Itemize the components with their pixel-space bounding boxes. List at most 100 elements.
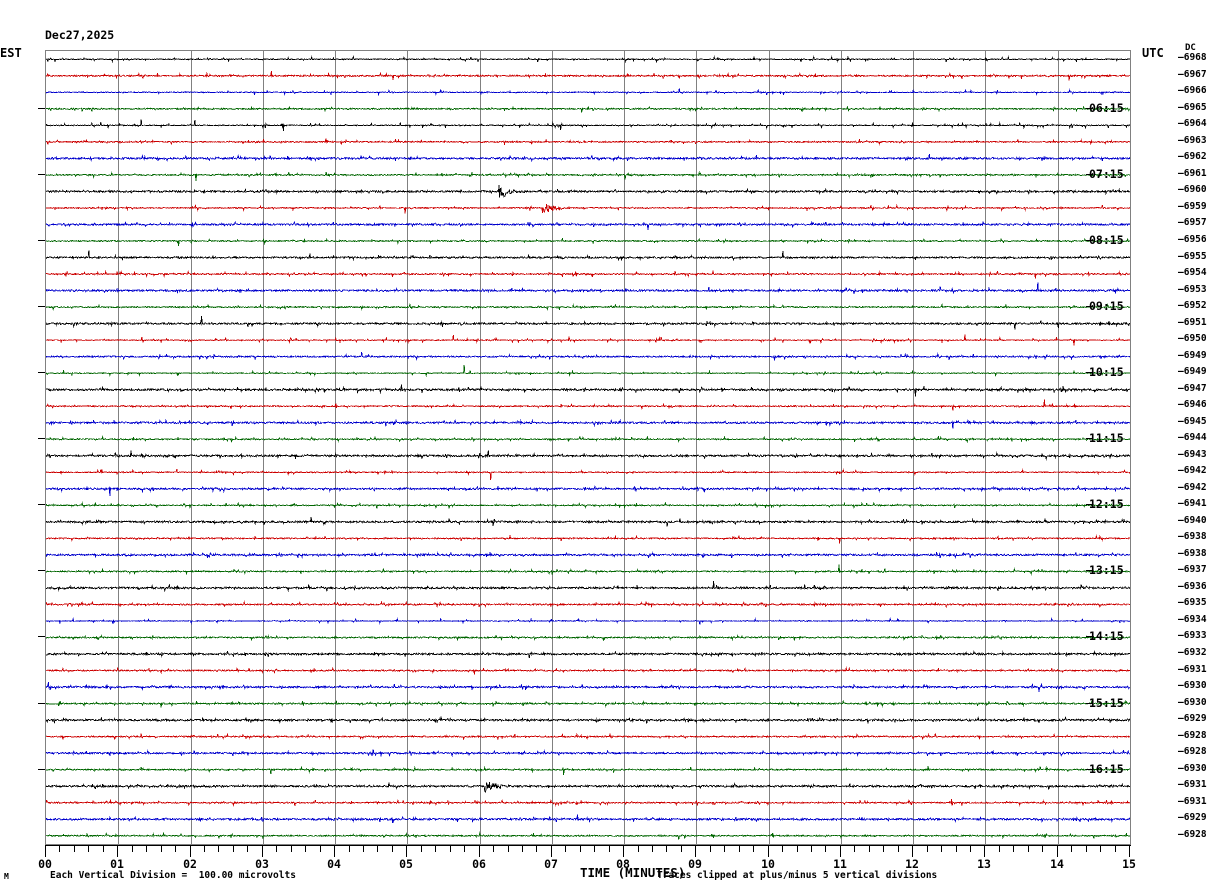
trace-row-38 xyxy=(46,681,1130,692)
x-tick-major-09 xyxy=(695,845,696,857)
dc-value-row-9: –6959 xyxy=(1178,200,1207,212)
trace-row-30 xyxy=(46,551,1130,559)
x-tick-minor-8-4 xyxy=(681,845,682,852)
gridline-minute-5 xyxy=(407,51,408,844)
x-tick-minor-9-3 xyxy=(739,845,740,852)
gridline-minute-10 xyxy=(769,51,770,844)
dc-value-row-12: –6955 xyxy=(1178,250,1207,262)
trace-row-37 xyxy=(46,666,1130,675)
x-tick-minor-10-1 xyxy=(782,845,783,852)
dc-value-row-3: –6965 xyxy=(1178,101,1207,113)
dc-value-row-5: –6963 xyxy=(1178,134,1207,146)
utc-hour-0815: 08:15 xyxy=(1089,232,1124,247)
x-tick-label-01: 01 xyxy=(110,857,124,871)
trace-row-20 xyxy=(46,384,1130,397)
trace-row-9 xyxy=(46,203,1130,214)
x-tick-minor-14-2 xyxy=(1086,845,1087,852)
dc-value-row-47: –6928 xyxy=(1178,828,1207,840)
x-tick-minor-8-2 xyxy=(652,845,653,852)
dc-value-row-11: –6956 xyxy=(1178,233,1207,245)
x-tick-minor-1-3 xyxy=(161,845,162,852)
trace-row-47 xyxy=(46,831,1130,840)
x-tick-major-12 xyxy=(912,845,913,857)
dc-value-row-16: –6951 xyxy=(1178,316,1207,328)
x-tick-minor-7-3 xyxy=(594,845,595,852)
est-tick-mark-4 xyxy=(38,372,45,374)
x-tick-label-12: 12 xyxy=(905,857,919,871)
x-tick-minor-0-2 xyxy=(74,845,75,852)
x-tick-minor-13-3 xyxy=(1028,845,1029,852)
est-tick-mark-1 xyxy=(38,173,45,175)
dc-value-row-0: –6968 xyxy=(1178,52,1207,64)
utc-tick-mark-3 xyxy=(1086,306,1093,308)
dc-value-row-29: –6938 xyxy=(1178,531,1207,543)
trace-row-11 xyxy=(46,237,1130,246)
utc-hour-1415: 14:15 xyxy=(1089,629,1124,644)
dc-value-row-43: –6930 xyxy=(1178,762,1207,774)
x-tick-minor-0-1 xyxy=(59,845,60,852)
x-tick-major-10 xyxy=(768,845,769,857)
dc-value-row-27: –6941 xyxy=(1178,498,1207,510)
dc-value-row-1: –6967 xyxy=(1178,68,1207,80)
x-tick-minor-13-2 xyxy=(1013,845,1014,852)
dc-value-row-15: –6952 xyxy=(1178,300,1207,312)
seismogram-plot[interactable] xyxy=(45,50,1131,845)
utc-hour-0915: 09:15 xyxy=(1089,299,1124,314)
x-tick-major-06 xyxy=(479,845,480,857)
x-tick-minor-9-2 xyxy=(724,845,725,852)
x-tick-major-01 xyxy=(117,845,118,857)
x-tick-minor-5-1 xyxy=(421,845,422,852)
trace-row-17 xyxy=(46,334,1130,346)
utc-axis-label: UTC xyxy=(1142,46,1164,60)
utc-hour-1315: 13:15 xyxy=(1089,563,1124,578)
trace-row-2 xyxy=(46,88,1130,97)
trace-row-45 xyxy=(46,798,1130,808)
x-tick-minor-11-4 xyxy=(898,845,899,852)
utc-tick-mark-6 xyxy=(1086,504,1093,506)
est-tick-mark-9 xyxy=(38,702,45,704)
utc-hour-1115: 11:15 xyxy=(1089,431,1124,446)
x-tick-minor-6-4 xyxy=(536,845,537,852)
gridline-minute-12 xyxy=(913,51,914,844)
x-tick-major-05 xyxy=(406,845,407,857)
gridline-minute-9 xyxy=(696,51,697,844)
x-tick-minor-12-2 xyxy=(941,845,942,852)
est-tick-mark-0 xyxy=(38,107,45,109)
dc-value-row-10: –6957 xyxy=(1178,217,1207,229)
x-tick-label-02: 02 xyxy=(183,857,197,871)
dc-value-row-32: –6936 xyxy=(1178,580,1207,592)
x-tick-major-04 xyxy=(334,845,335,857)
utc-tick-mark-8 xyxy=(1086,636,1093,638)
dc-value-row-34: –6934 xyxy=(1178,613,1207,625)
trace-row-18 xyxy=(46,352,1130,361)
x-tick-minor-7-2 xyxy=(580,845,581,852)
dc-value-row-38: –6930 xyxy=(1178,680,1207,692)
dc-value-row-6: –6962 xyxy=(1178,151,1207,163)
trace-row-27 xyxy=(46,501,1130,510)
utc-tick-mark-2 xyxy=(1086,239,1093,241)
trace-row-39 xyxy=(46,699,1130,708)
dc-value-row-17: –6950 xyxy=(1178,333,1207,345)
dc-value-row-45: –6931 xyxy=(1178,795,1207,807)
trace-row-40 xyxy=(46,716,1130,725)
gridline-minute-6 xyxy=(480,51,481,844)
trace-row-0 xyxy=(46,54,1130,64)
utc-hour-1215: 12:15 xyxy=(1089,497,1124,512)
utc-tick-mark-4 xyxy=(1086,372,1093,374)
trace-row-41 xyxy=(46,732,1130,741)
dc-value-row-7: –6961 xyxy=(1178,167,1207,179)
trace-row-26 xyxy=(46,484,1130,497)
gridline-minute-3 xyxy=(263,51,264,844)
trace-row-36 xyxy=(46,650,1130,658)
trace-row-42 xyxy=(46,749,1130,758)
utc-tick-mark-0 xyxy=(1086,107,1093,109)
trace-row-31 xyxy=(46,564,1130,576)
trace-row-19 xyxy=(46,365,1130,378)
x-tick-minor-13-4 xyxy=(1042,845,1043,852)
x-tick-label-10: 10 xyxy=(761,857,775,871)
utc-hour-0615: 06:15 xyxy=(1089,100,1124,115)
dc-value-row-20: –6947 xyxy=(1178,382,1207,394)
dc-value-row-44: –6931 xyxy=(1178,779,1207,791)
x-tick-minor-10-3 xyxy=(811,845,812,852)
